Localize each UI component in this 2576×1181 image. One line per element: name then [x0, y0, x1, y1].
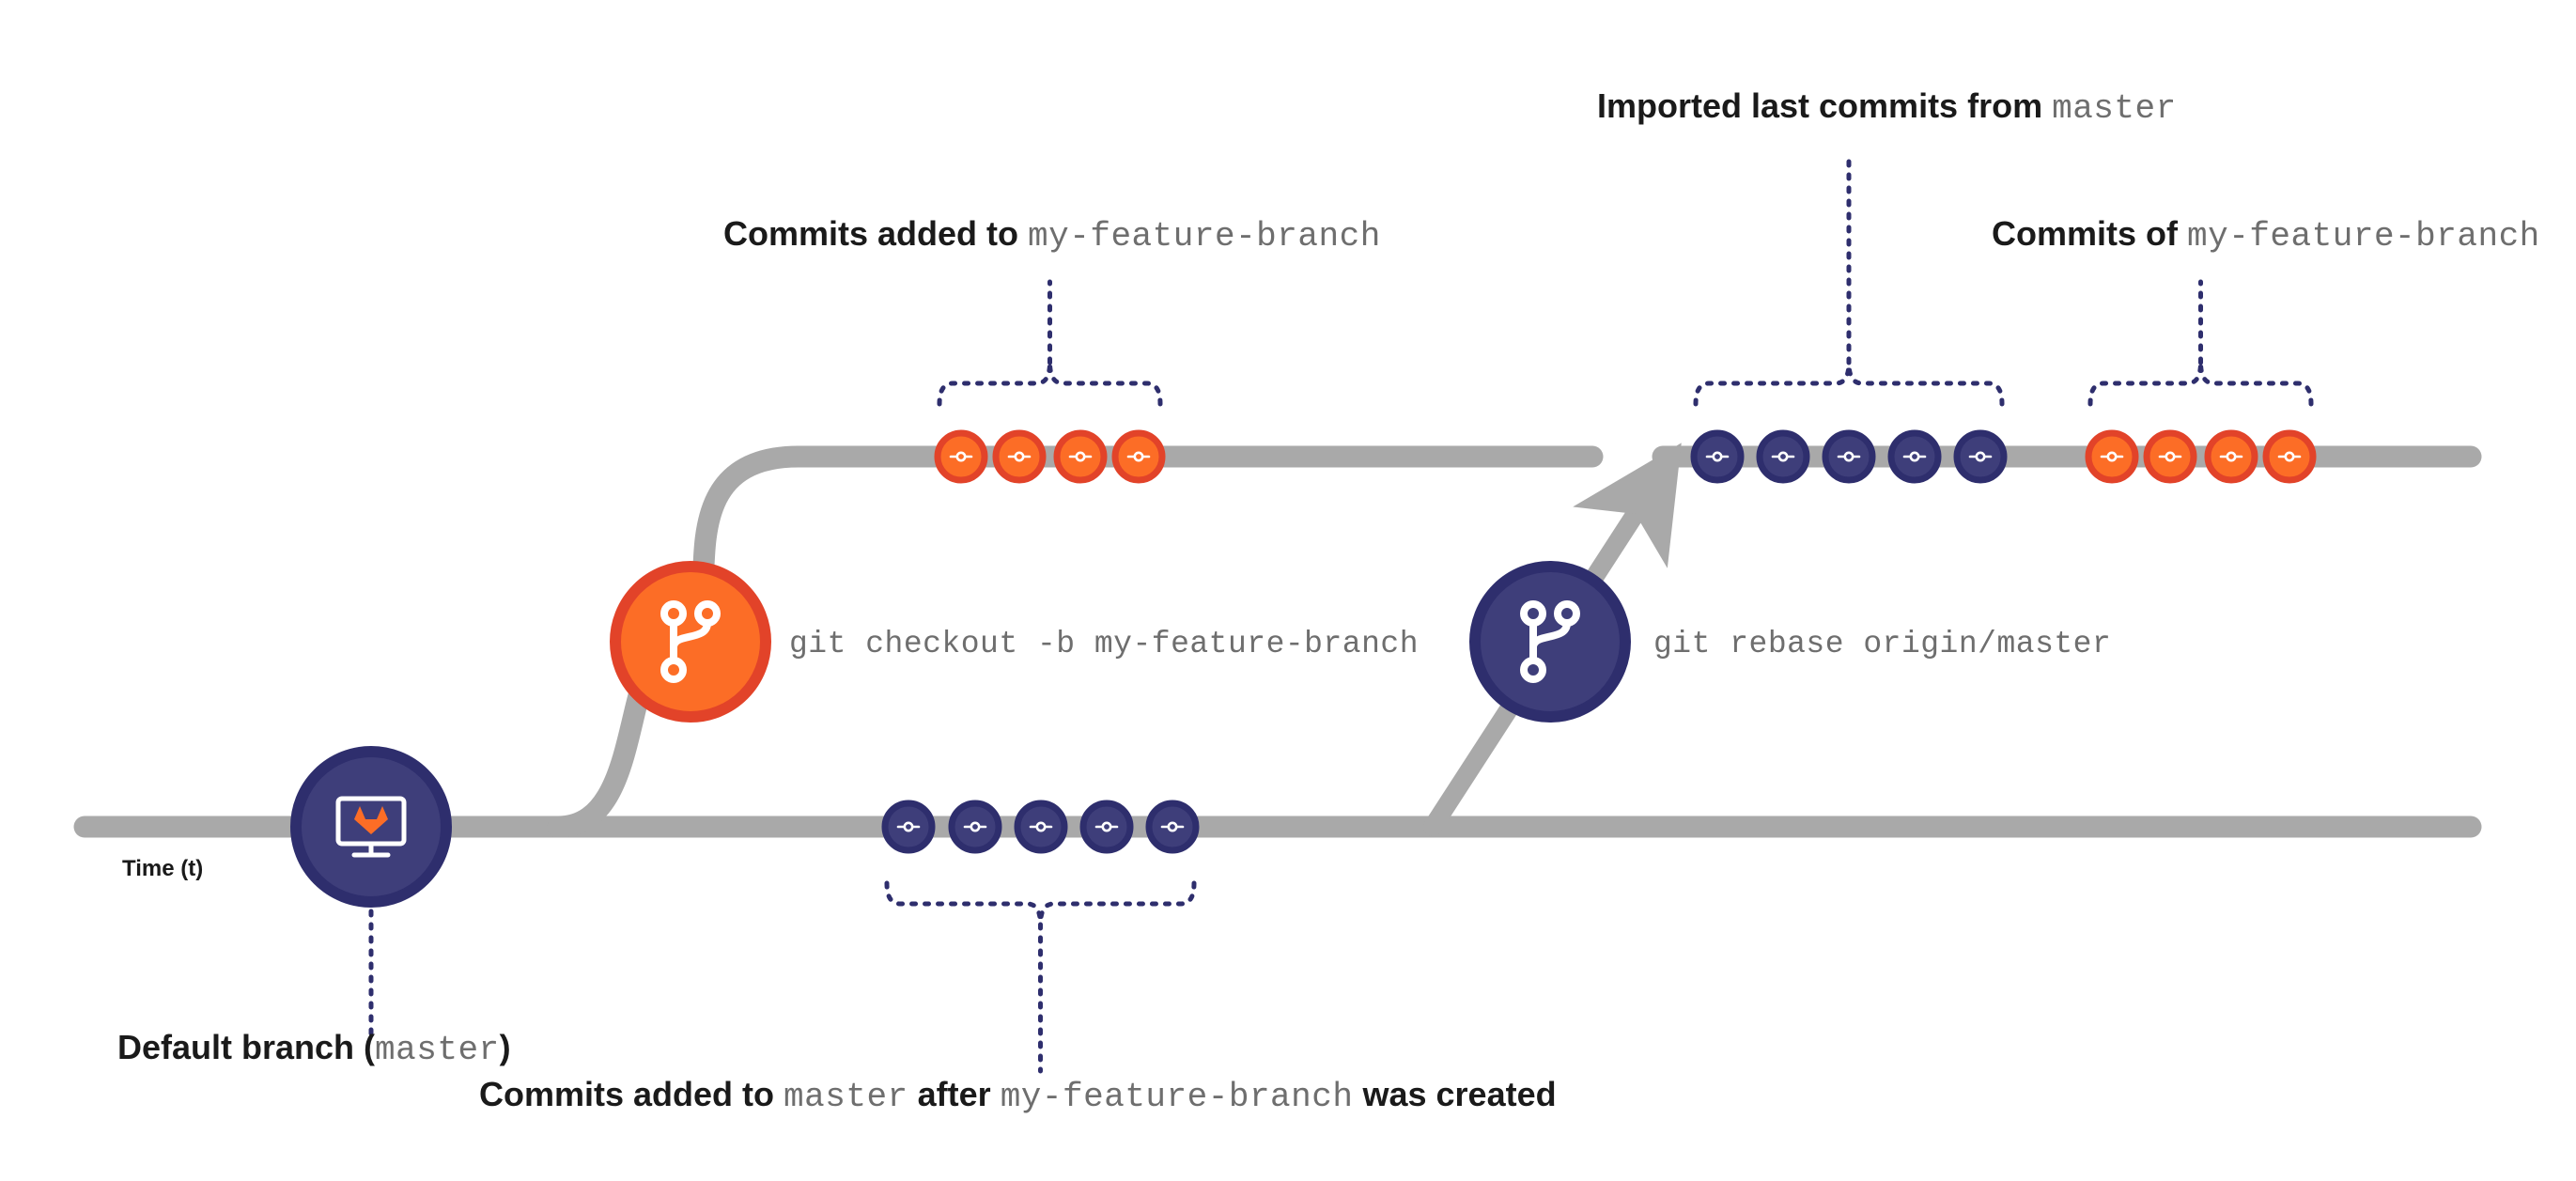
commit-feature_replayed-3: [2266, 433, 2313, 480]
commit-master_after_fork-4: [1149, 803, 1196, 850]
rebase-circle: [1475, 567, 1625, 717]
brace-master_after: [887, 883, 1194, 1071]
brace-feature_before: [939, 282, 1160, 404]
commit-master_after_fork-1: [952, 803, 999, 850]
commit-imported_from_master-0: [1694, 433, 1741, 480]
commit-feature_before-3: [1115, 433, 1162, 480]
commit-master_after_fork-2: [1017, 803, 1064, 850]
repo-circle: [296, 752, 446, 902]
checkout-circle: [615, 567, 766, 717]
commit-master_after_fork-0: [885, 803, 932, 850]
commit-feature_replayed-0: [2088, 433, 2135, 480]
commit-feature_before-1: [996, 433, 1043, 480]
commit-feature_replayed-2: [2208, 433, 2255, 480]
commit-feature_replayed-1: [2147, 433, 2194, 480]
commit-imported_from_master-4: [1957, 433, 2004, 480]
commit-imported_from_master-1: [1760, 433, 1807, 480]
brace-imported: [1696, 155, 2002, 404]
commit-feature_before-0: [938, 433, 985, 480]
commit-imported_from_master-3: [1891, 433, 1938, 480]
commit-imported_from_master-2: [1825, 433, 1872, 480]
brace-feature_replayed: [2090, 282, 2311, 404]
commit-feature_before-2: [1057, 433, 1104, 480]
diagram-svg: [0, 0, 2576, 1181]
commit-master_after_fork-3: [1083, 803, 1130, 850]
